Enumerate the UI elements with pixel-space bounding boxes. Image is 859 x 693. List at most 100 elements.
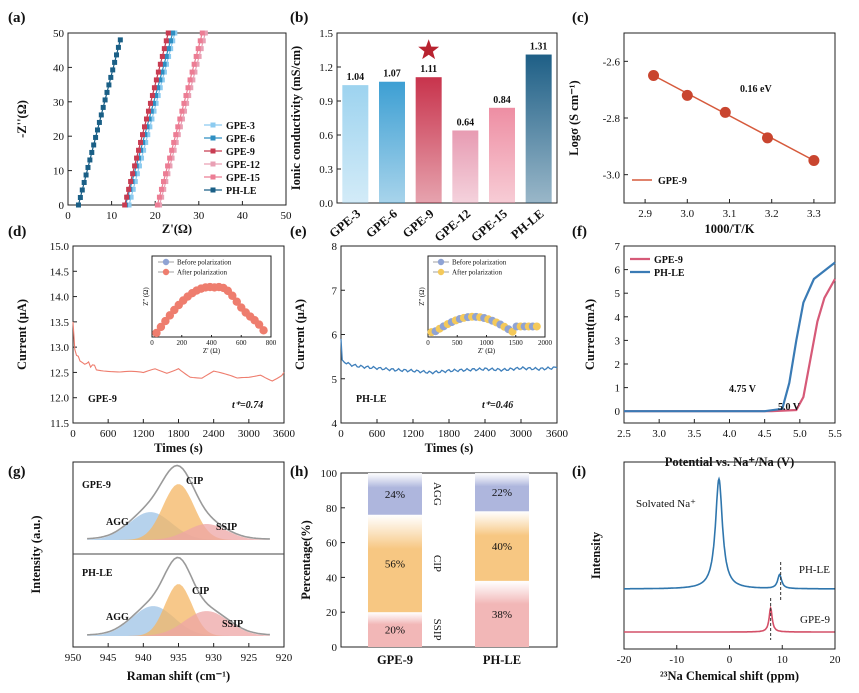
panel-e-xtick-label: 2400 (474, 428, 497, 440)
panel-b-category-label: GPE-9 (400, 207, 437, 241)
panel-d-inset-legend-marker (162, 268, 170, 276)
panel-e: 0 600 1200 1800 2400 3000 3600 4 5 6 7 8 Times (s) Cu… (293, 241, 569, 455)
panel-a-ytick-label: 30 (53, 97, 65, 109)
panel-a-ylabel: -Z''(Ω) (15, 100, 29, 138)
panel-b-value-label: 1.04 (347, 72, 365, 83)
panel-a-legend-marker (210, 148, 216, 154)
panel-a-point (165, 46, 171, 52)
panel-a-point (146, 116, 152, 122)
panel-a-point (192, 69, 198, 75)
panel-h-category-label: GPE-9 (377, 653, 413, 667)
panel-a-point (179, 116, 185, 122)
panel-e-series (340, 338, 558, 375)
panel-f-xtick-label: 5.5 (828, 428, 842, 440)
panel-d-inset-point (156, 322, 166, 332)
panel-h-ytick-label: 0 (332, 642, 338, 654)
panel-e-inset-legend-label: Before polarization (452, 259, 507, 267)
panel-d-xtick-label: 1800 (168, 428, 191, 440)
panel-g-series-label: PH-LE (82, 568, 113, 579)
panel-e-ytick-label: 4 (332, 418, 338, 430)
panel-g-component-label: CIP (186, 476, 203, 487)
panel-b-frame (336, 32, 558, 204)
panel-g-component-AGG (87, 512, 270, 540)
panel-d-ytick-label: 14.0 (50, 292, 70, 304)
panel-d-inset-xtick-label: 200 (177, 339, 188, 347)
panel-b-bar-GPE-15 (489, 107, 515, 203)
panel-a-point (147, 124, 153, 130)
panel-d-inset-point (228, 291, 237, 300)
panel-f-annotation: 5.0 V (778, 402, 801, 413)
panel-h-ylabel: Percentage(%) (299, 520, 313, 600)
panel-a-legend-marker (210, 174, 216, 180)
panel-a-legend-label: GPE-9 (226, 147, 255, 158)
panel-h-segment-label: 24% (385, 489, 405, 501)
panel-g-component-SSIP (87, 524, 270, 540)
panel-e-label: PH-LE (356, 394, 387, 405)
panel-a-xtick-label: 20 (150, 210, 162, 222)
panel-i-xtick-label: 20 (830, 654, 842, 666)
panel-e-ylabel: Current (μA) (293, 299, 307, 370)
panel-a-point (165, 30, 171, 36)
panel-g-component-label: CIP (192, 586, 209, 597)
panel-b-ytick-label: 1.5 (319, 28, 333, 40)
panel-a-point (87, 157, 93, 163)
panel-h-ytick-label: 40 (326, 572, 338, 584)
panel-a-point (148, 108, 154, 114)
panel-e-ytick-label: 8 (332, 241, 338, 253)
panel-d: 0 600 1200 1800 2400 3000 3600 11.5 12.0 12.5 13.0… (15, 241, 296, 455)
panel-d-inset-legend-marker (162, 258, 170, 266)
panel-i-xtick-label: -20 (617, 654, 632, 666)
panel-a-point (89, 149, 95, 155)
panel-b-category-label: PH-LE (508, 207, 546, 242)
panel-a-legend-label: PH-LE (226, 186, 257, 197)
panel-a-legend-label: GPE-6 (226, 134, 255, 145)
panel-c-legend-label: GPE-9 (658, 176, 687, 187)
panel-a-ytick-label: 20 (53, 131, 65, 143)
panel-f-xtick-label: 5.0 (793, 428, 807, 440)
panel-b-ytick-label: 0.6 (319, 130, 333, 142)
panel-a-point (169, 147, 175, 153)
panel-a-point (102, 97, 108, 103)
panel-f-ytick-label: 1 (615, 383, 621, 395)
panel-i-series-GPE-9 (624, 605, 835, 633)
panel-a-legend-marker (210, 122, 216, 128)
panel-a-legend-marker (210, 135, 216, 141)
panel-a-ytick-label: 50 (53, 28, 65, 40)
panel-g-xtick-label: 945 (100, 652, 117, 664)
panel-i-xlabel: ²³Na Chemical shift (ppm) (660, 669, 799, 683)
panel-h-spacer (464, 613, 466, 615)
panel-a-xtick-label: 50 (281, 210, 293, 222)
panel-d-inset-legend-label: Before polarization (177, 259, 232, 267)
panel-h-category-label: PH-LE (483, 653, 521, 667)
panel-h-segment-label: 22% (492, 487, 512, 499)
panel-a-point (187, 77, 193, 83)
panel-f-ylabel: Current(mA) (583, 299, 597, 370)
panel-e-inset-xtick-label: 0 (426, 339, 430, 347)
panel-e-xtick-label: 0 (338, 428, 344, 440)
panel-a-point (200, 38, 206, 44)
panel-a-point (157, 61, 163, 67)
panel-a-point (98, 112, 104, 118)
panel-letter-i: (i) (572, 464, 586, 480)
panel-a-point (126, 202, 132, 208)
panel-a-point (96, 119, 102, 125)
panel-a-point (128, 194, 134, 200)
panel-a-point (183, 93, 189, 99)
panel-a-point (186, 93, 192, 99)
panel-a-legend-label: GPE-15 (226, 173, 260, 184)
panel-a-point (143, 116, 149, 122)
panel-a-legend-marker (210, 161, 216, 167)
panel-a-point (83, 172, 89, 178)
panel-c-point (761, 132, 773, 144)
panel-g-ylabel: Intensity (a.u.) (29, 515, 43, 593)
panel-a-point (130, 186, 136, 192)
panel-a-xtick-label: 0 (65, 210, 71, 222)
panel-f-xtick-label: 3.0 (652, 428, 666, 440)
panel-b-value-label: 1.11 (420, 64, 437, 75)
panel-b-value-label: 0.84 (493, 95, 511, 106)
panel-h-spacer (464, 545, 466, 547)
panel-h-series-label: AGG (431, 482, 443, 506)
panel-a-point (134, 171, 140, 177)
panel-g-xlabel: Raman shift (cm⁻¹) (127, 669, 230, 683)
panel-f-annotation: 4.75 V (729, 384, 757, 395)
